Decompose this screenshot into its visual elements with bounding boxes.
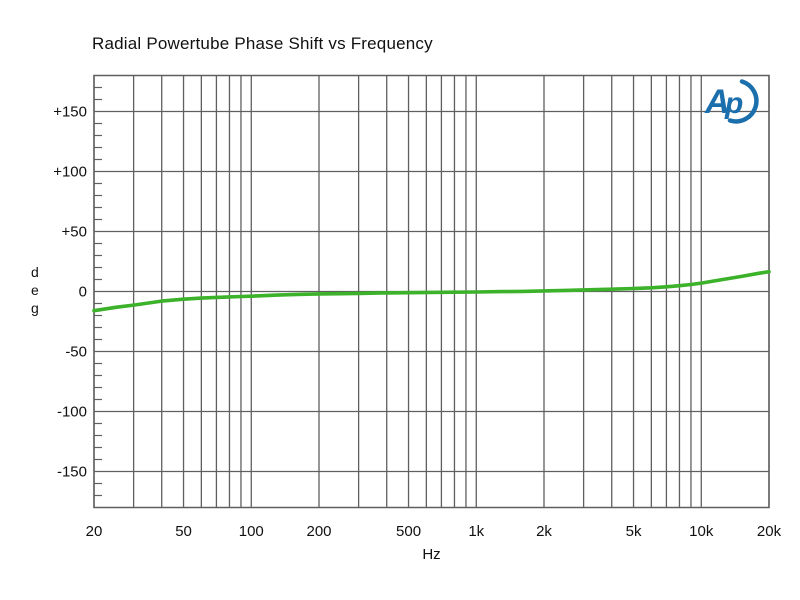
x-tick-label: 2k — [536, 523, 552, 540]
y-tick-label: -50 — [65, 344, 87, 361]
x-tick-label: 20 — [86, 523, 103, 540]
y-axis-label-char: g — [31, 300, 39, 316]
y-axis-label-char: e — [31, 282, 39, 298]
y-axis-label: d e g — [31, 263, 39, 317]
x-tick-label: 200 — [306, 523, 331, 540]
x-tick-label: 50 — [175, 523, 192, 540]
x-tick-label: 10k — [689, 523, 714, 540]
logo-letter-p: p — [724, 87, 743, 120]
plot-border — [93, 74, 770, 509]
x-tick-label: 1k — [468, 523, 484, 540]
phase-curve — [92, 269, 771, 313]
y-tick-label: -150 — [57, 464, 87, 481]
y-axis-label-char: d — [31, 264, 39, 280]
y-tick-label: +100 — [53, 164, 87, 181]
logo-arc — [727, 79, 759, 124]
logo-letter-a: A — [704, 83, 730, 121]
x-tick-label: 20k — [757, 523, 782, 540]
x-tick-label: 100 — [239, 523, 264, 540]
y-tick-label: 0 — [79, 284, 87, 301]
y-tick-label: +50 — [62, 224, 87, 241]
x-axis-label: Hz — [422, 546, 441, 563]
y-tick-label: -100 — [57, 404, 87, 421]
y-tick-label: +150 — [53, 104, 87, 121]
x-tick-label: 5k — [626, 523, 642, 540]
x-tick-label: 500 — [396, 523, 421, 540]
chart-title: Radial Powertube Phase Shift vs Frequenc… — [92, 34, 433, 53]
audio-precision-logo: A p — [704, 79, 759, 124]
